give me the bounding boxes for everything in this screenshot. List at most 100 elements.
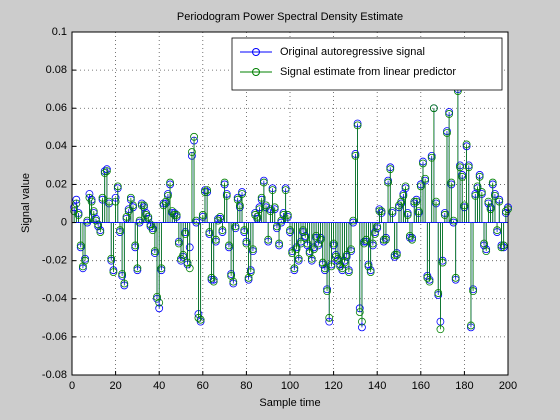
stem-marker [477,188,486,196]
stem-marker [491,191,499,200]
legend-marker [252,48,260,56]
stem-marker [294,254,303,263]
stem-marker [266,207,275,216]
stem-marker [185,264,194,273]
stem-marker [131,241,140,250]
stem-marker [299,226,307,235]
stem-marker [443,129,451,137]
y-tick-label: 0.02 [46,178,67,190]
stem-marker [259,178,268,187]
x-tick-label: 180 [455,380,473,392]
x-tick-label: 0 [69,380,75,392]
stem-marker [440,211,449,219]
stem-marker [331,252,340,261]
stem-marker [233,195,242,204]
stem-marker [327,262,336,271]
y-tick-label: -0.02 [42,255,67,267]
stem-marker [429,104,438,113]
stem-marker [244,273,253,282]
stem-marker [305,249,314,257]
stem-marker [334,254,342,263]
stem-marker [255,205,264,214]
stem-marker [111,193,120,202]
stem-marker [220,178,229,187]
stem-marker [456,163,464,172]
stem-marker [366,268,375,277]
stem-marker [107,254,116,263]
stem-marker [416,182,425,191]
stem-marker [257,193,266,202]
stem-marker [388,207,397,216]
y-tick-label: -0.08 [42,369,67,381]
stem-marker [471,191,480,200]
stem-marker [447,178,456,187]
stem-marker [336,262,345,271]
stem-marker [92,216,100,225]
stem-marker [279,211,288,219]
stem-marker [495,197,504,206]
stem-marker [70,203,79,212]
stem-marker [183,258,192,267]
legend: Original autoregressive signal Signal est… [231,37,503,91]
stem-marker [403,211,412,219]
stem-marker [142,211,151,219]
stem-marker [451,273,460,282]
stem-marker [177,254,185,263]
stem-marker [408,235,416,244]
stem-marker [135,216,144,225]
x-tick-label: 60 [197,380,209,392]
stem-marker [290,264,299,273]
stem-marker [484,197,493,206]
stem-marker [436,325,445,334]
stem-marker [105,197,113,206]
stem-marker [340,258,349,267]
stem-marker [72,199,81,208]
stem-marker [79,262,87,271]
stem-marker [397,197,406,206]
x-axis-label: Sample time [259,397,320,409]
stem-marker [89,207,98,216]
stem-marker [358,317,366,326]
stem-marker [129,201,137,210]
stem-marker [157,264,166,273]
stem-marker [445,110,454,118]
stem-marker [253,212,262,221]
stem-marker [94,220,103,229]
stem-marker [392,251,401,259]
stem-marker [377,207,386,216]
stem-marker [264,235,273,244]
stem-marker [214,216,222,225]
stem-marker [170,211,179,219]
stem-marker [325,317,334,326]
y-tick-label: 0.1 [52,26,67,38]
stem-marker [386,165,395,174]
stem-marker [351,151,360,160]
stem-marker [192,216,201,225]
stem-marker [314,239,323,248]
stem-marker [414,207,423,216]
stem-marker [432,197,440,206]
stem-marker [421,174,430,183]
stem-marker [249,245,257,254]
y-tick-label: -0.04 [42,293,67,305]
stem-marker [473,182,482,191]
chart-title: Periodogram Power Spectral Density Estim… [177,11,403,23]
stem-marker [362,235,371,244]
stem-marker [371,230,379,238]
stem-marker [488,178,497,187]
stem-marker [342,251,351,259]
stem-marker [187,148,196,156]
stem-marker [174,239,183,248]
stem-marker [198,211,207,219]
stem-marker [499,241,508,250]
stem-marker [203,186,212,195]
y-tick-label: -0.06 [42,331,67,343]
stem-marker [218,226,227,235]
stem-marker [146,220,155,229]
stem-marker [325,313,334,322]
stem-marker [486,205,495,214]
stem-marker [164,191,172,200]
stem-marker [467,321,475,330]
stem-marker [166,178,175,187]
stem-marker [307,254,316,263]
